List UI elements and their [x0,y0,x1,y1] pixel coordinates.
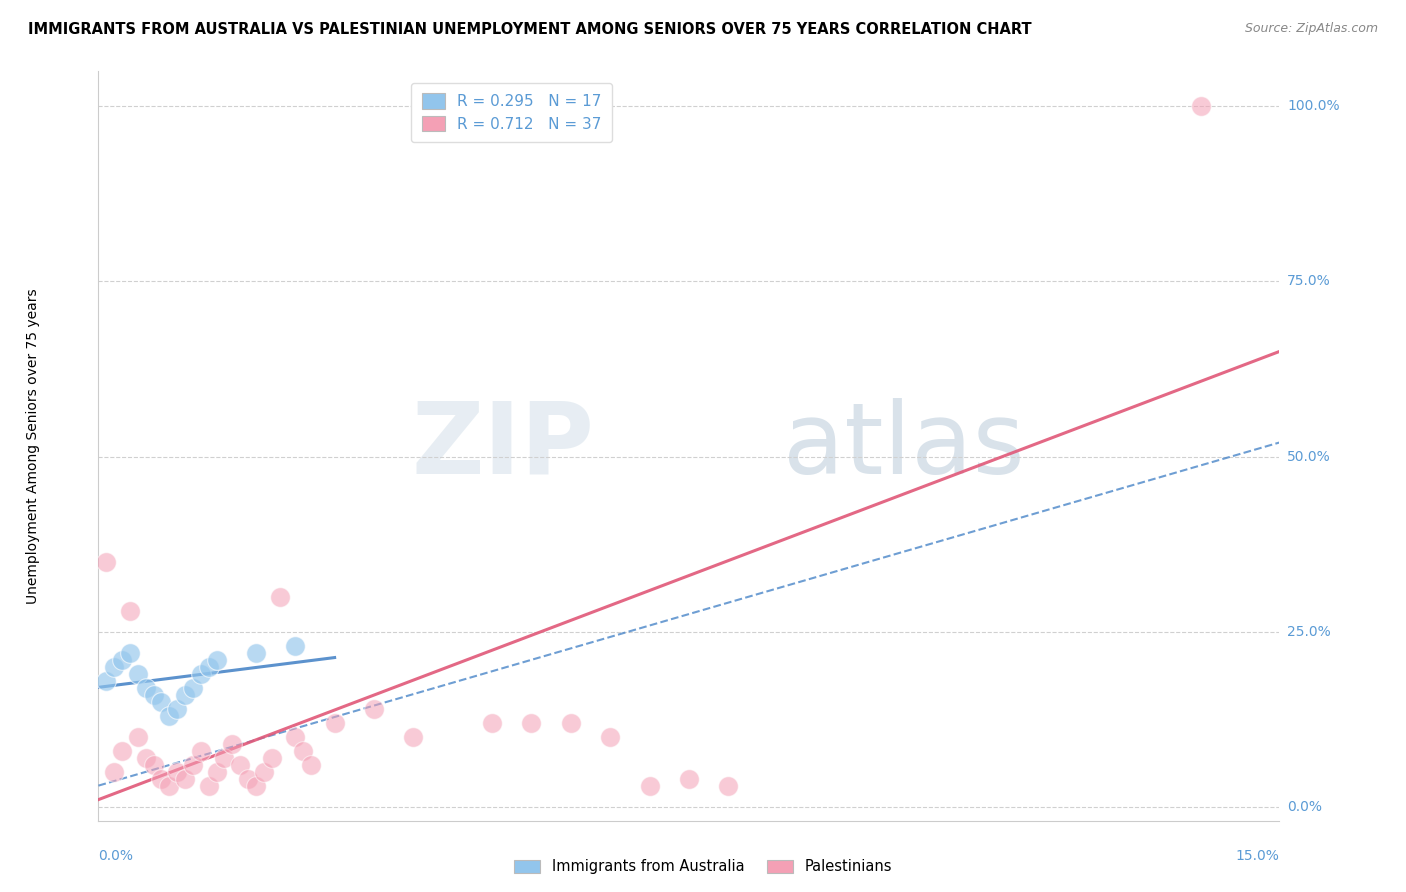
Point [229,757,252,772]
Point [269,590,291,604]
Point [111,743,134,757]
Point [150,695,173,709]
Point [190,666,212,681]
Point [520,715,543,730]
Point [142,757,165,772]
Point [197,779,219,793]
Point [103,764,125,779]
Point [481,715,503,730]
Point [190,743,212,757]
Point [292,743,315,757]
Text: atlas: atlas [783,398,1025,494]
Text: IMMIGRANTS FROM AUSTRALIA VS PALESTINIAN UNEMPLOYMENT AMONG SENIORS OVER 75 YEAR: IMMIGRANTS FROM AUSTRALIA VS PALESTINIAN… [28,22,1032,37]
Point [599,730,621,744]
Point [284,730,307,744]
Point [638,779,661,793]
Point [96,555,118,569]
Text: 0.0%: 0.0% [1288,799,1322,814]
Point [245,779,267,793]
Point [181,681,204,695]
Point [260,750,283,764]
Point [678,772,700,786]
Point [284,639,307,653]
Point [135,681,157,695]
Point [323,715,346,730]
Point [253,764,276,779]
Text: 100.0%: 100.0% [1288,99,1340,113]
Point [118,603,141,617]
Point [205,652,228,666]
Point [299,757,322,772]
Point [197,659,219,673]
Point [174,688,197,702]
Text: 25.0%: 25.0% [1288,624,1331,639]
Point [118,646,141,660]
Point [181,757,204,772]
Point [402,730,425,744]
Point [174,772,197,786]
Point [103,659,125,673]
Point [717,779,740,793]
Point [221,737,243,751]
Point [205,764,228,779]
Point [157,779,180,793]
Text: 50.0%: 50.0% [1288,450,1331,464]
Point [96,673,118,688]
Point [560,715,582,730]
Legend: R = 0.295   N = 17, R = 0.712   N = 37: R = 0.295 N = 17, R = 0.712 N = 37 [412,83,612,142]
Text: 15.0%: 15.0% [1236,848,1279,863]
Text: 75.0%: 75.0% [1288,275,1331,288]
Text: Unemployment Among Seniors over 75 years: Unemployment Among Seniors over 75 years [27,288,41,604]
Point [166,764,188,779]
Point [1189,99,1212,113]
Legend: Immigrants from Australia, Palestinians: Immigrants from Australia, Palestinians [508,854,898,880]
Point [142,688,165,702]
Text: Source: ZipAtlas.com: Source: ZipAtlas.com [1244,22,1378,36]
Point [127,666,149,681]
Point [236,772,259,786]
Point [127,730,149,744]
Point [166,701,188,715]
Point [135,750,157,764]
Point [363,701,385,715]
Text: 0.0%: 0.0% [98,848,134,863]
Text: ZIP: ZIP [412,398,595,494]
Point [245,646,267,660]
Point [150,772,173,786]
Point [157,708,180,723]
Point [111,652,134,666]
Point [214,750,236,764]
